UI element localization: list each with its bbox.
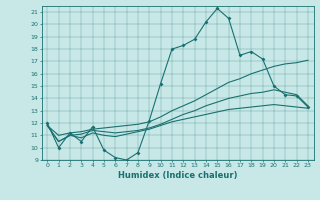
X-axis label: Humidex (Indice chaleur): Humidex (Indice chaleur) xyxy=(118,171,237,180)
